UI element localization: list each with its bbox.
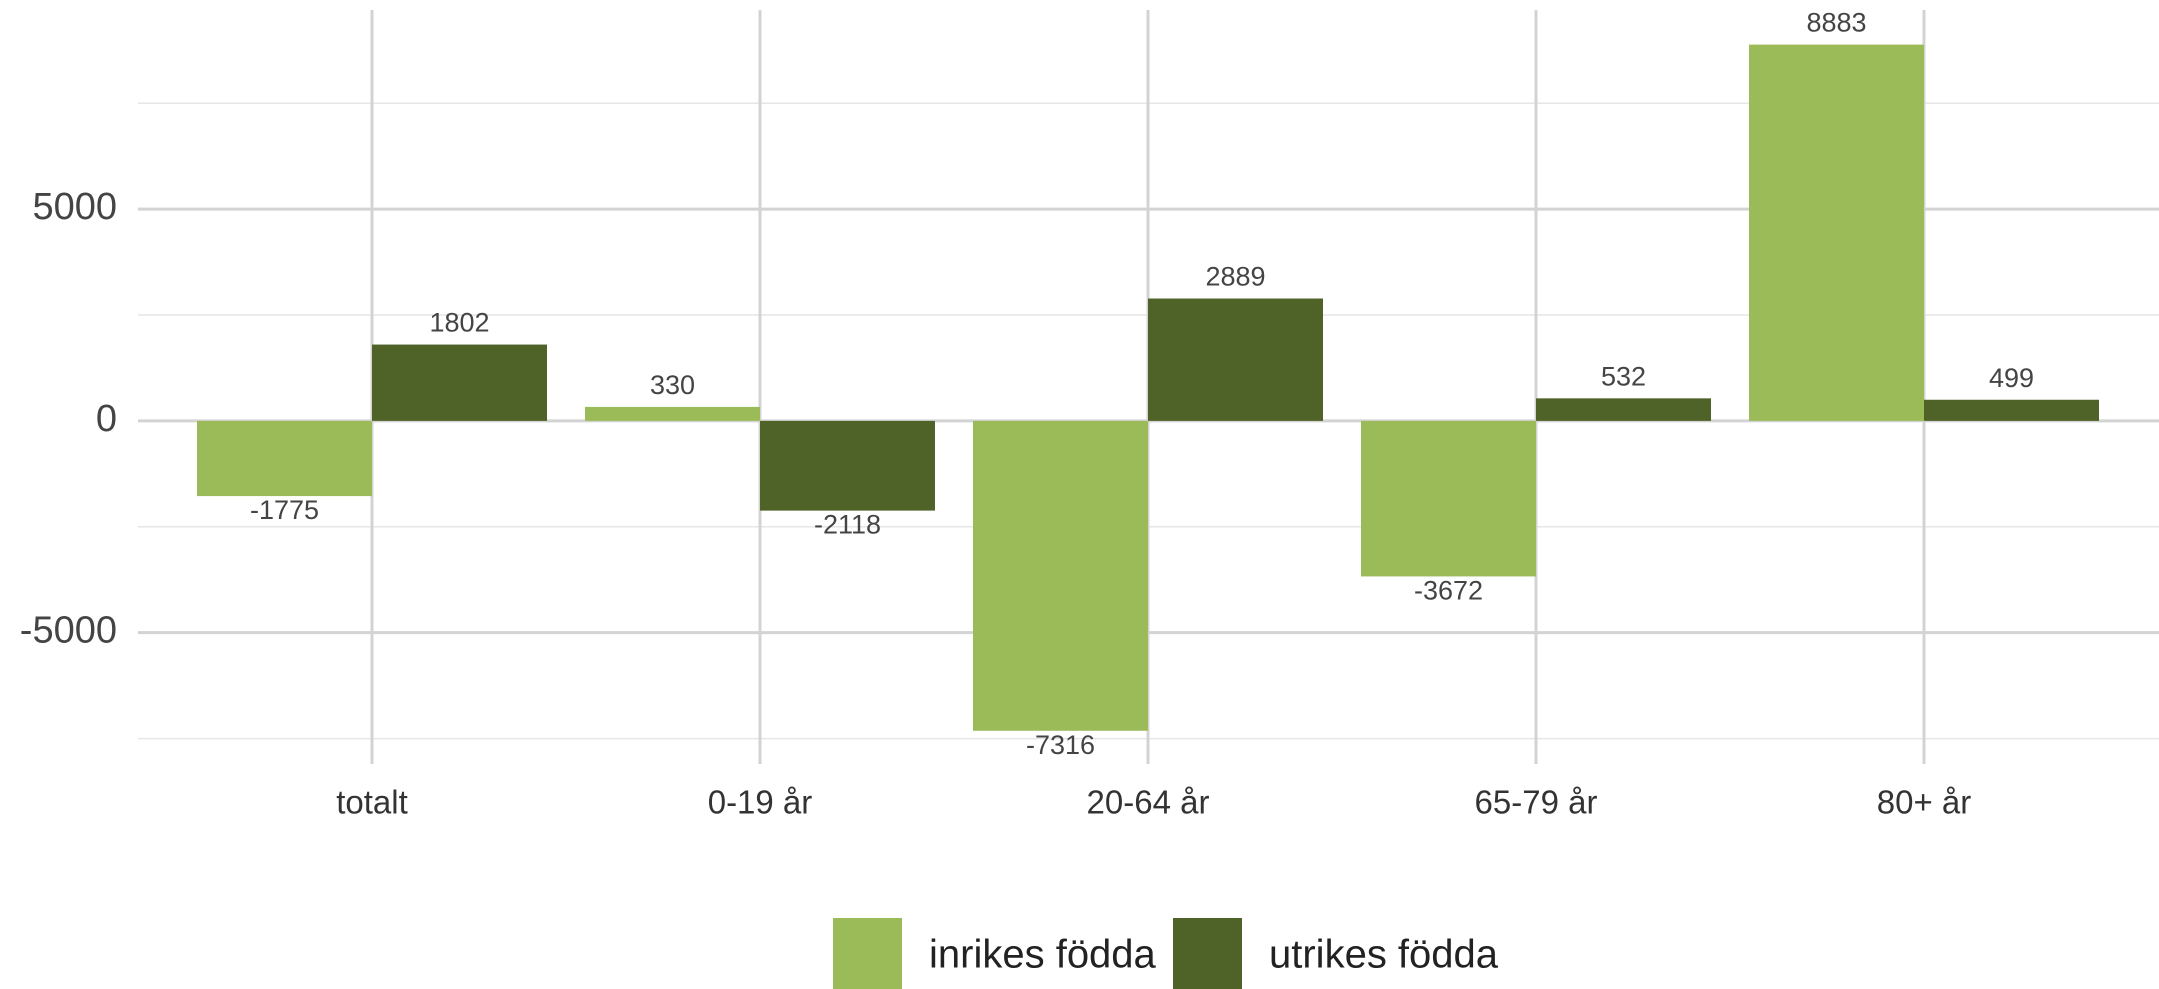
legend-key [833,918,902,989]
legend-label: utrikes födda [1269,933,1499,977]
bar [1148,298,1323,421]
y-tick-label: 5000 [32,186,117,228]
bar [372,344,547,421]
bar [973,420,1148,731]
value-label: -7316 [1026,730,1095,760]
x-tick-label: 80+ år [1877,784,1972,821]
value-label: 8883 [1806,8,1866,38]
value-label: 330 [650,370,695,400]
value-label: 532 [1601,361,1646,391]
x-tick-label: totalt [336,784,408,821]
bar [1361,420,1536,577]
bar [1749,44,1924,421]
y-tick-label: -5000 [20,610,117,652]
value-label: 499 [1989,363,2034,393]
y-tick-label: 0 [96,398,117,440]
value-label: -2118 [814,510,881,540]
bar [197,420,372,497]
bar [585,406,760,421]
bar [760,420,935,511]
x-tick-label: 65-79 år [1475,784,1598,821]
value-label: 1802 [429,308,489,338]
bar [1536,398,1711,421]
legend-label: inrikes födda [929,933,1157,977]
value-label: 2889 [1205,262,1265,292]
x-tick-label: 20-64 år [1087,784,1210,821]
legend-key [1173,918,1242,989]
value-label: -3672 [1414,576,1483,606]
x-tick-label: 0-19 år [708,784,813,821]
value-label: -1775 [250,495,319,525]
bar [1924,399,2099,421]
